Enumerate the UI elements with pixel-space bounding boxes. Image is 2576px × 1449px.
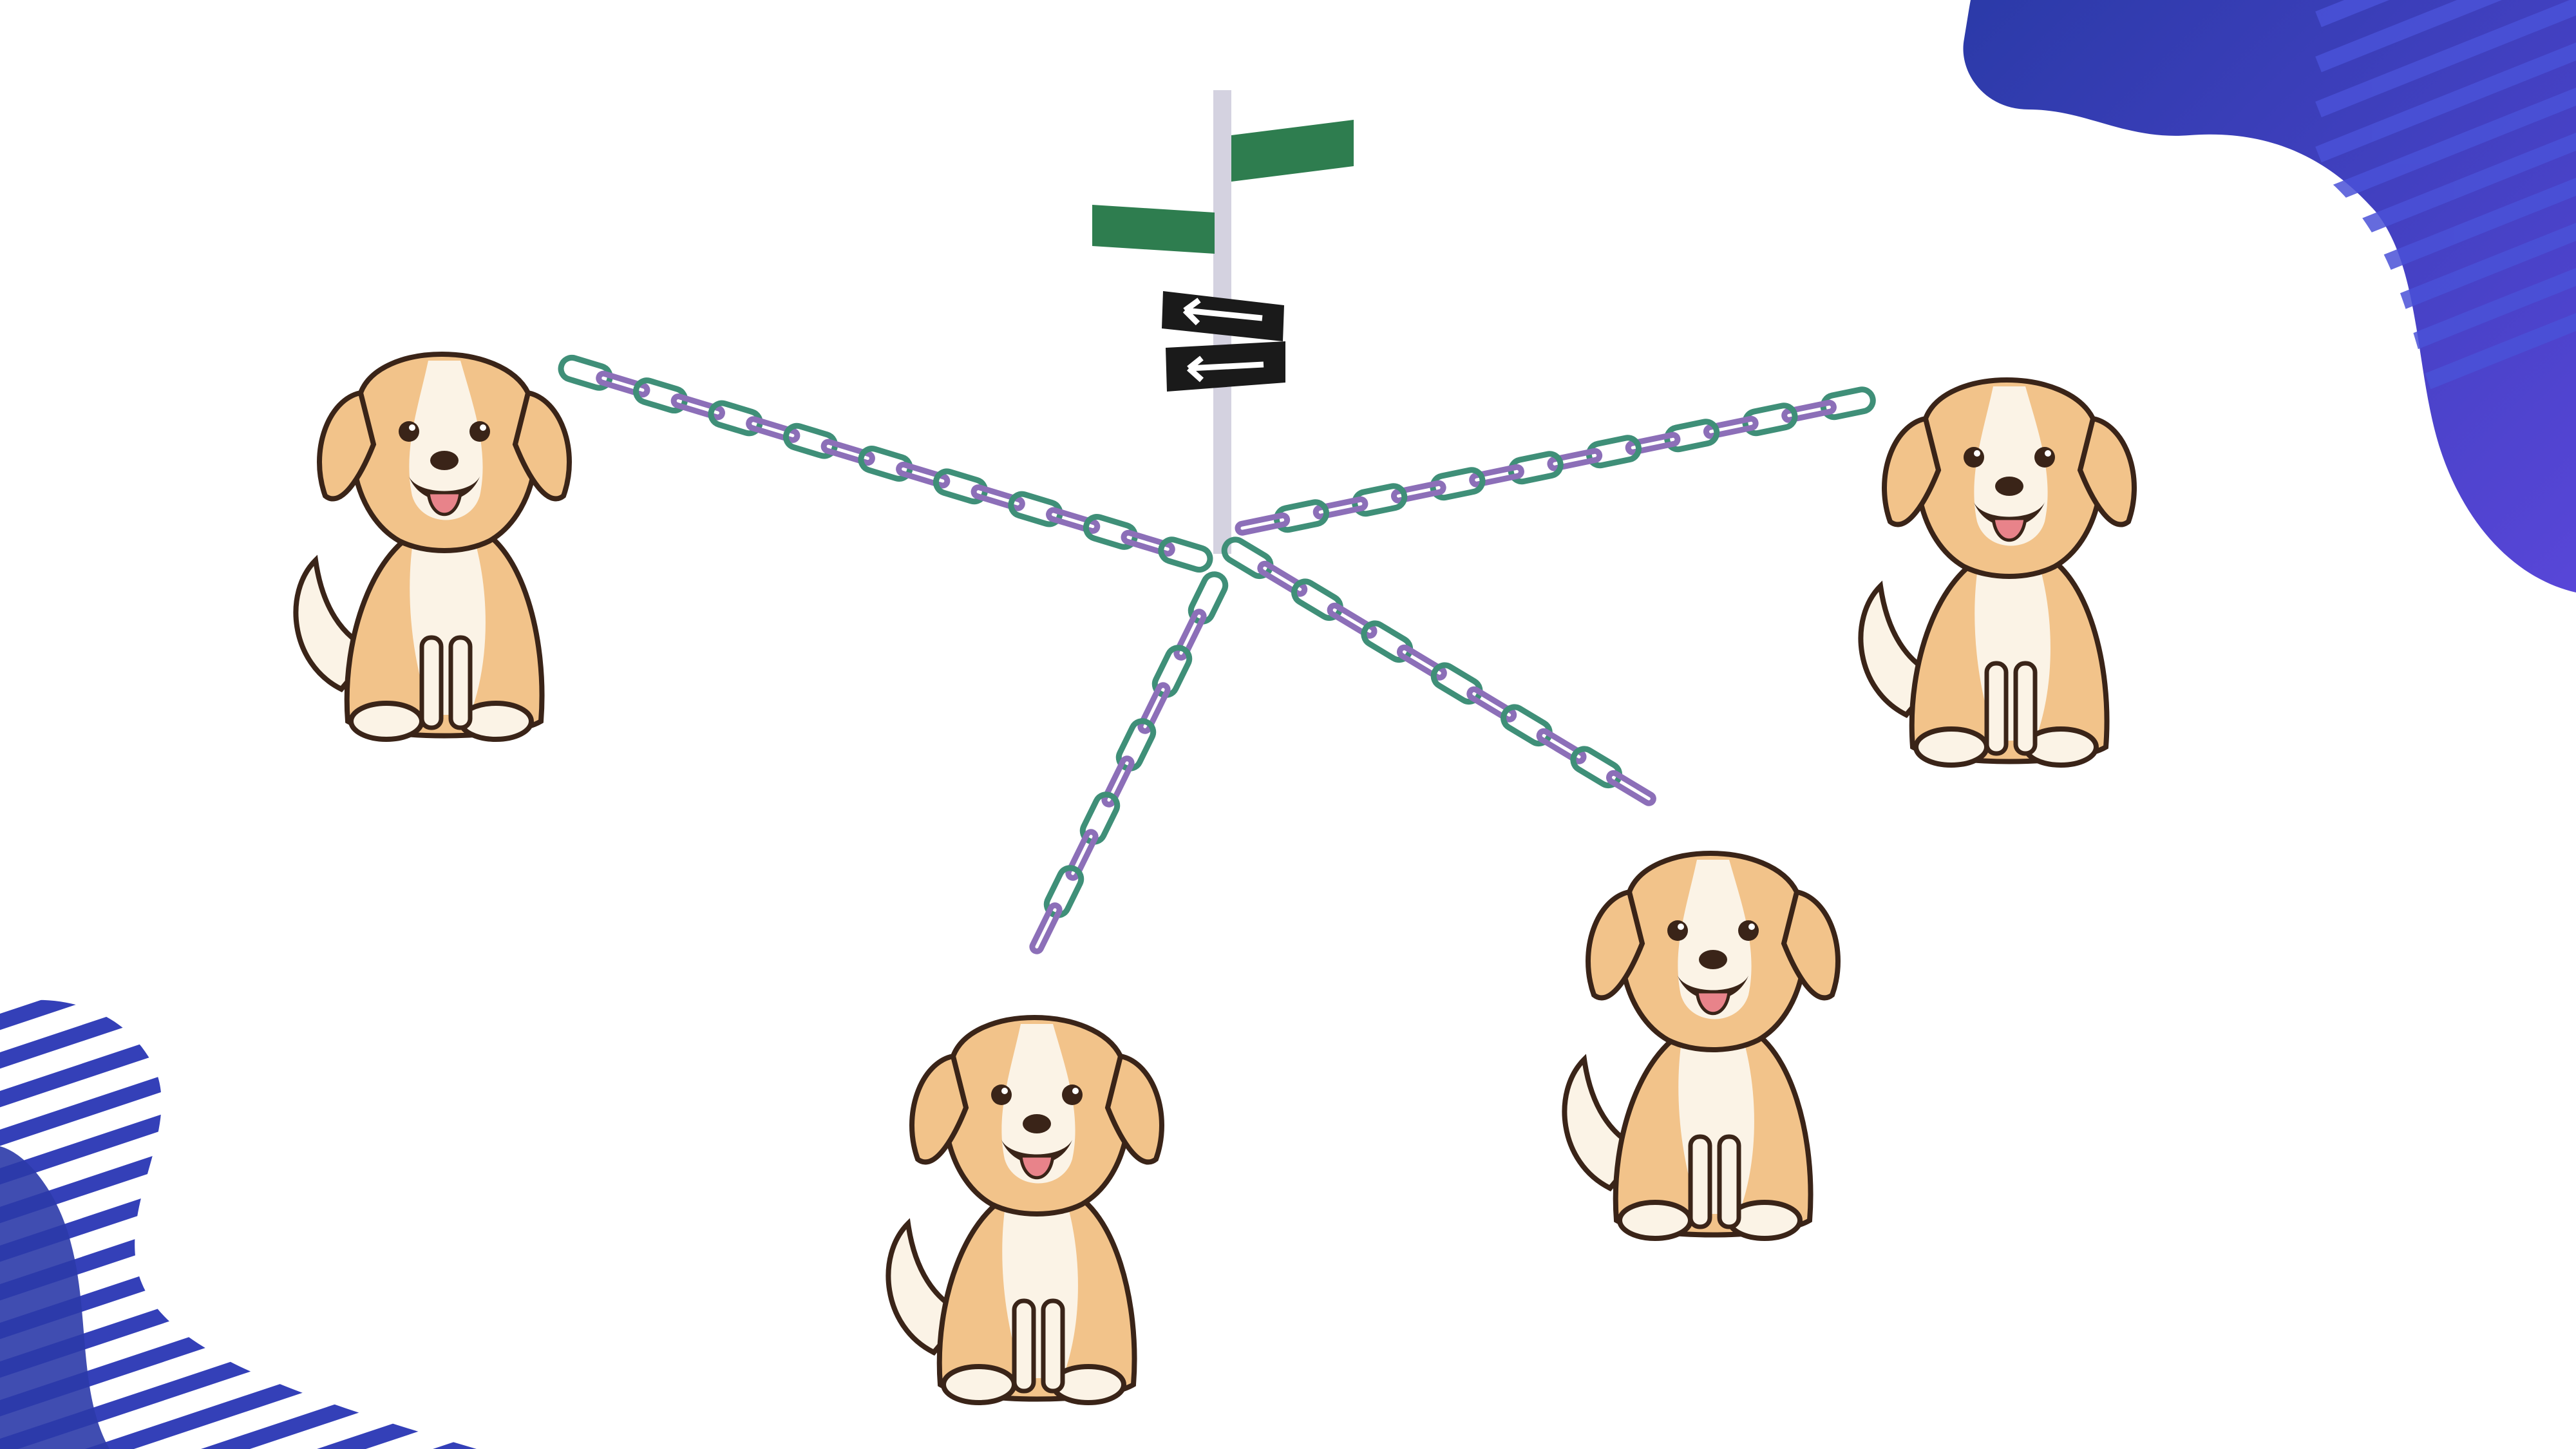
chain-link (1115, 718, 1157, 772)
dogs (293, 352, 2137, 1405)
chain-link (1065, 829, 1099, 881)
chain-link (1820, 386, 1876, 421)
chain-link (1466, 686, 1517, 723)
chain-link (1188, 571, 1229, 625)
chain-link (1361, 620, 1414, 663)
arrow-left-icon (1162, 291, 1284, 341)
chain-link (633, 377, 688, 413)
chain-link (1703, 415, 1759, 439)
chain-link (1586, 435, 1642, 469)
chain-link (1158, 536, 1213, 573)
chain-link (670, 393, 725, 421)
chain-link (1101, 755, 1135, 808)
chain-link (1083, 514, 1138, 550)
chain-link (1043, 865, 1084, 918)
signpost (1092, 90, 1354, 554)
chain-link (1291, 578, 1343, 621)
chain-link (558, 354, 613, 391)
dog-bottom-right (1562, 851, 1841, 1241)
chain-link (1046, 507, 1101, 535)
chain-link (1352, 483, 1408, 517)
chain-link (1430, 662, 1483, 705)
chain-top-right (1235, 386, 1876, 536)
chain-link (1605, 770, 1656, 806)
chain-link (1273, 499, 1329, 533)
chain-link (1625, 431, 1681, 455)
chain-link (820, 439, 875, 466)
chain-link (1235, 512, 1291, 536)
chain-link (1396, 644, 1447, 681)
chain-link (1137, 682, 1171, 734)
dog-bottom-center (886, 1015, 1164, 1405)
chain-link (1664, 419, 1720, 453)
street-sign-right (1231, 120, 1354, 182)
dog-top-left (293, 352, 572, 742)
chain-link (1742, 402, 1798, 437)
chain-link (1570, 746, 1623, 789)
chain-link (1536, 728, 1587, 764)
dog-top-right (1858, 377, 2137, 768)
chain-link (1029, 902, 1063, 954)
chain-link (1469, 464, 1524, 488)
chain-link (1079, 791, 1121, 845)
chain-link (1508, 451, 1564, 485)
decorative-blob-bottom-left (0, 999, 477, 1449)
chain-link (858, 446, 913, 482)
chain-link (1221, 536, 1274, 580)
chain-link (1257, 560, 1308, 597)
street-sign-left (1092, 205, 1215, 254)
chain-link (708, 400, 763, 437)
chain-link (896, 461, 951, 489)
chain-link (1121, 529, 1175, 557)
chain-link (1501, 704, 1553, 747)
chain-link (746, 416, 800, 443)
chain-link (971, 484, 1025, 511)
chain-bottom (1029, 571, 1229, 954)
chain-link (1008, 491, 1063, 527)
chain-link (1312, 496, 1368, 520)
chain-link (1781, 399, 1837, 423)
arrow-left-icon (1166, 341, 1285, 392)
chain-bottom-right (1221, 536, 1656, 806)
chains (558, 354, 1876, 954)
chain-link (1151, 645, 1193, 698)
chain-link (596, 370, 650, 398)
chain-link (1327, 602, 1378, 639)
chain-link (1430, 467, 1486, 501)
chain-link (933, 468, 989, 505)
chain-link (782, 422, 838, 459)
chain-link (1547, 448, 1603, 471)
chain-link (1173, 609, 1207, 661)
chain-top-left (558, 354, 1213, 573)
chain-link (1390, 480, 1446, 504)
